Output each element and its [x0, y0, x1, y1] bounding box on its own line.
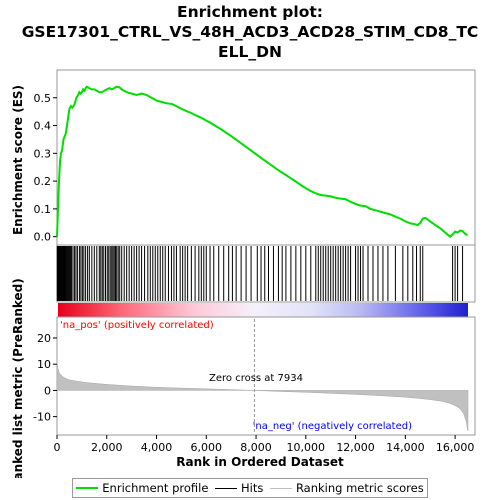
pos-correlation-label: 'na_pos' (positively correlated) — [60, 320, 214, 331]
x-tick-label: 2,000 — [91, 441, 123, 454]
correlation-color-band — [58, 303, 468, 317]
correlation-band — [58, 303, 468, 317]
enrichment-plot: 0.0 0.1 0.2 0.3 0.4 0.5 Enrichment score (ES) — [11, 69, 476, 478]
es-y-tick-label: 0.1 — [34, 203, 52, 216]
es-panel: 0.0 0.1 0.2 0.3 0.4 0.5 Enrichment score (ES) — [11, 69, 476, 246]
legend-ranking-label: Ranking metric scores — [295, 481, 424, 495]
es-y-tick-label: 0.4 — [34, 120, 52, 133]
es-y-tick-label: 0.3 — [34, 147, 52, 160]
metric-y-tick-label: 0 — [44, 384, 51, 397]
hits-panel — [56, 244, 476, 303]
legend: Enrichment profile Hits Ranking metric s… — [72, 478, 428, 498]
metric-y-axis-label: Ranked list metric (PreRanked) — [11, 278, 25, 478]
x-tick-label: 14,000 — [386, 441, 425, 454]
metric-y-tick-label: 10 — [37, 358, 51, 371]
hits-swatch-icon — [215, 487, 238, 489]
legend-hits-label: Hits — [241, 481, 264, 495]
x-tick-label: 12,000 — [336, 441, 375, 454]
x-tick-label: 6,000 — [191, 441, 223, 454]
legend-enrichment-label: Enrichment profile — [102, 481, 209, 495]
x-axis: 0 2,000 4,000 6,000 8,000 10,000 12,000 14,000 1… — [54, 435, 475, 454]
metric-plot-area — [56, 316, 476, 436]
x-tick-label: 8,000 — [240, 441, 272, 454]
enrichment-swatch-icon — [76, 487, 99, 489]
x-axis-label: Rank in Ordered Dataset — [176, 455, 344, 469]
legend-item-enrichment: Enrichment profile — [76, 481, 208, 495]
x-tick-label: 0 — [54, 441, 61, 454]
chart-title: Enrichment plot: GSE17301_CTRL_VS_48H_AC… — [0, 2, 500, 62]
legend-item-hits: Hits — [215, 481, 263, 495]
enrichment-profile-line — [56, 85, 468, 239]
es-y-tick-label: 0.2 — [34, 175, 52, 188]
title-line-3: ELL_DN — [218, 43, 282, 61]
ranking-metric-area — [56, 361, 469, 432]
x-tick-label: 4,000 — [141, 441, 173, 454]
es-y-axis-label: Enrichment score (ES) — [11, 85, 25, 235]
metric-y-tick-label: 20 — [37, 332, 51, 345]
x-tick-label: 16,000 — [436, 441, 475, 454]
neg-correlation-label: 'na_neg' (negatively correlated) — [253, 421, 412, 432]
ranked-metric-panel: -10 0 10 20 'na_pos' (positively correlated… — [11, 278, 476, 478]
title-line-2: GSE17301_CTRL_VS_48H_ACD3_ACD28_STIM_CD8… — [21, 23, 479, 41]
es-y-tick-label: 0.0 — [34, 231, 52, 244]
x-tick-label: 10,000 — [287, 441, 326, 454]
metric-y-tick-label: -10 — [33, 411, 51, 424]
title-line-1: Enrichment plot: — [177, 3, 323, 21]
es-y-tick-label: 0.5 — [34, 92, 52, 105]
es-plot-area — [56, 69, 476, 246]
ranking-swatch-icon — [269, 487, 292, 489]
legend-item-ranking: Ranking metric scores — [269, 481, 424, 495]
zero-cross-label: Zero cross at 7934 — [209, 373, 303, 384]
